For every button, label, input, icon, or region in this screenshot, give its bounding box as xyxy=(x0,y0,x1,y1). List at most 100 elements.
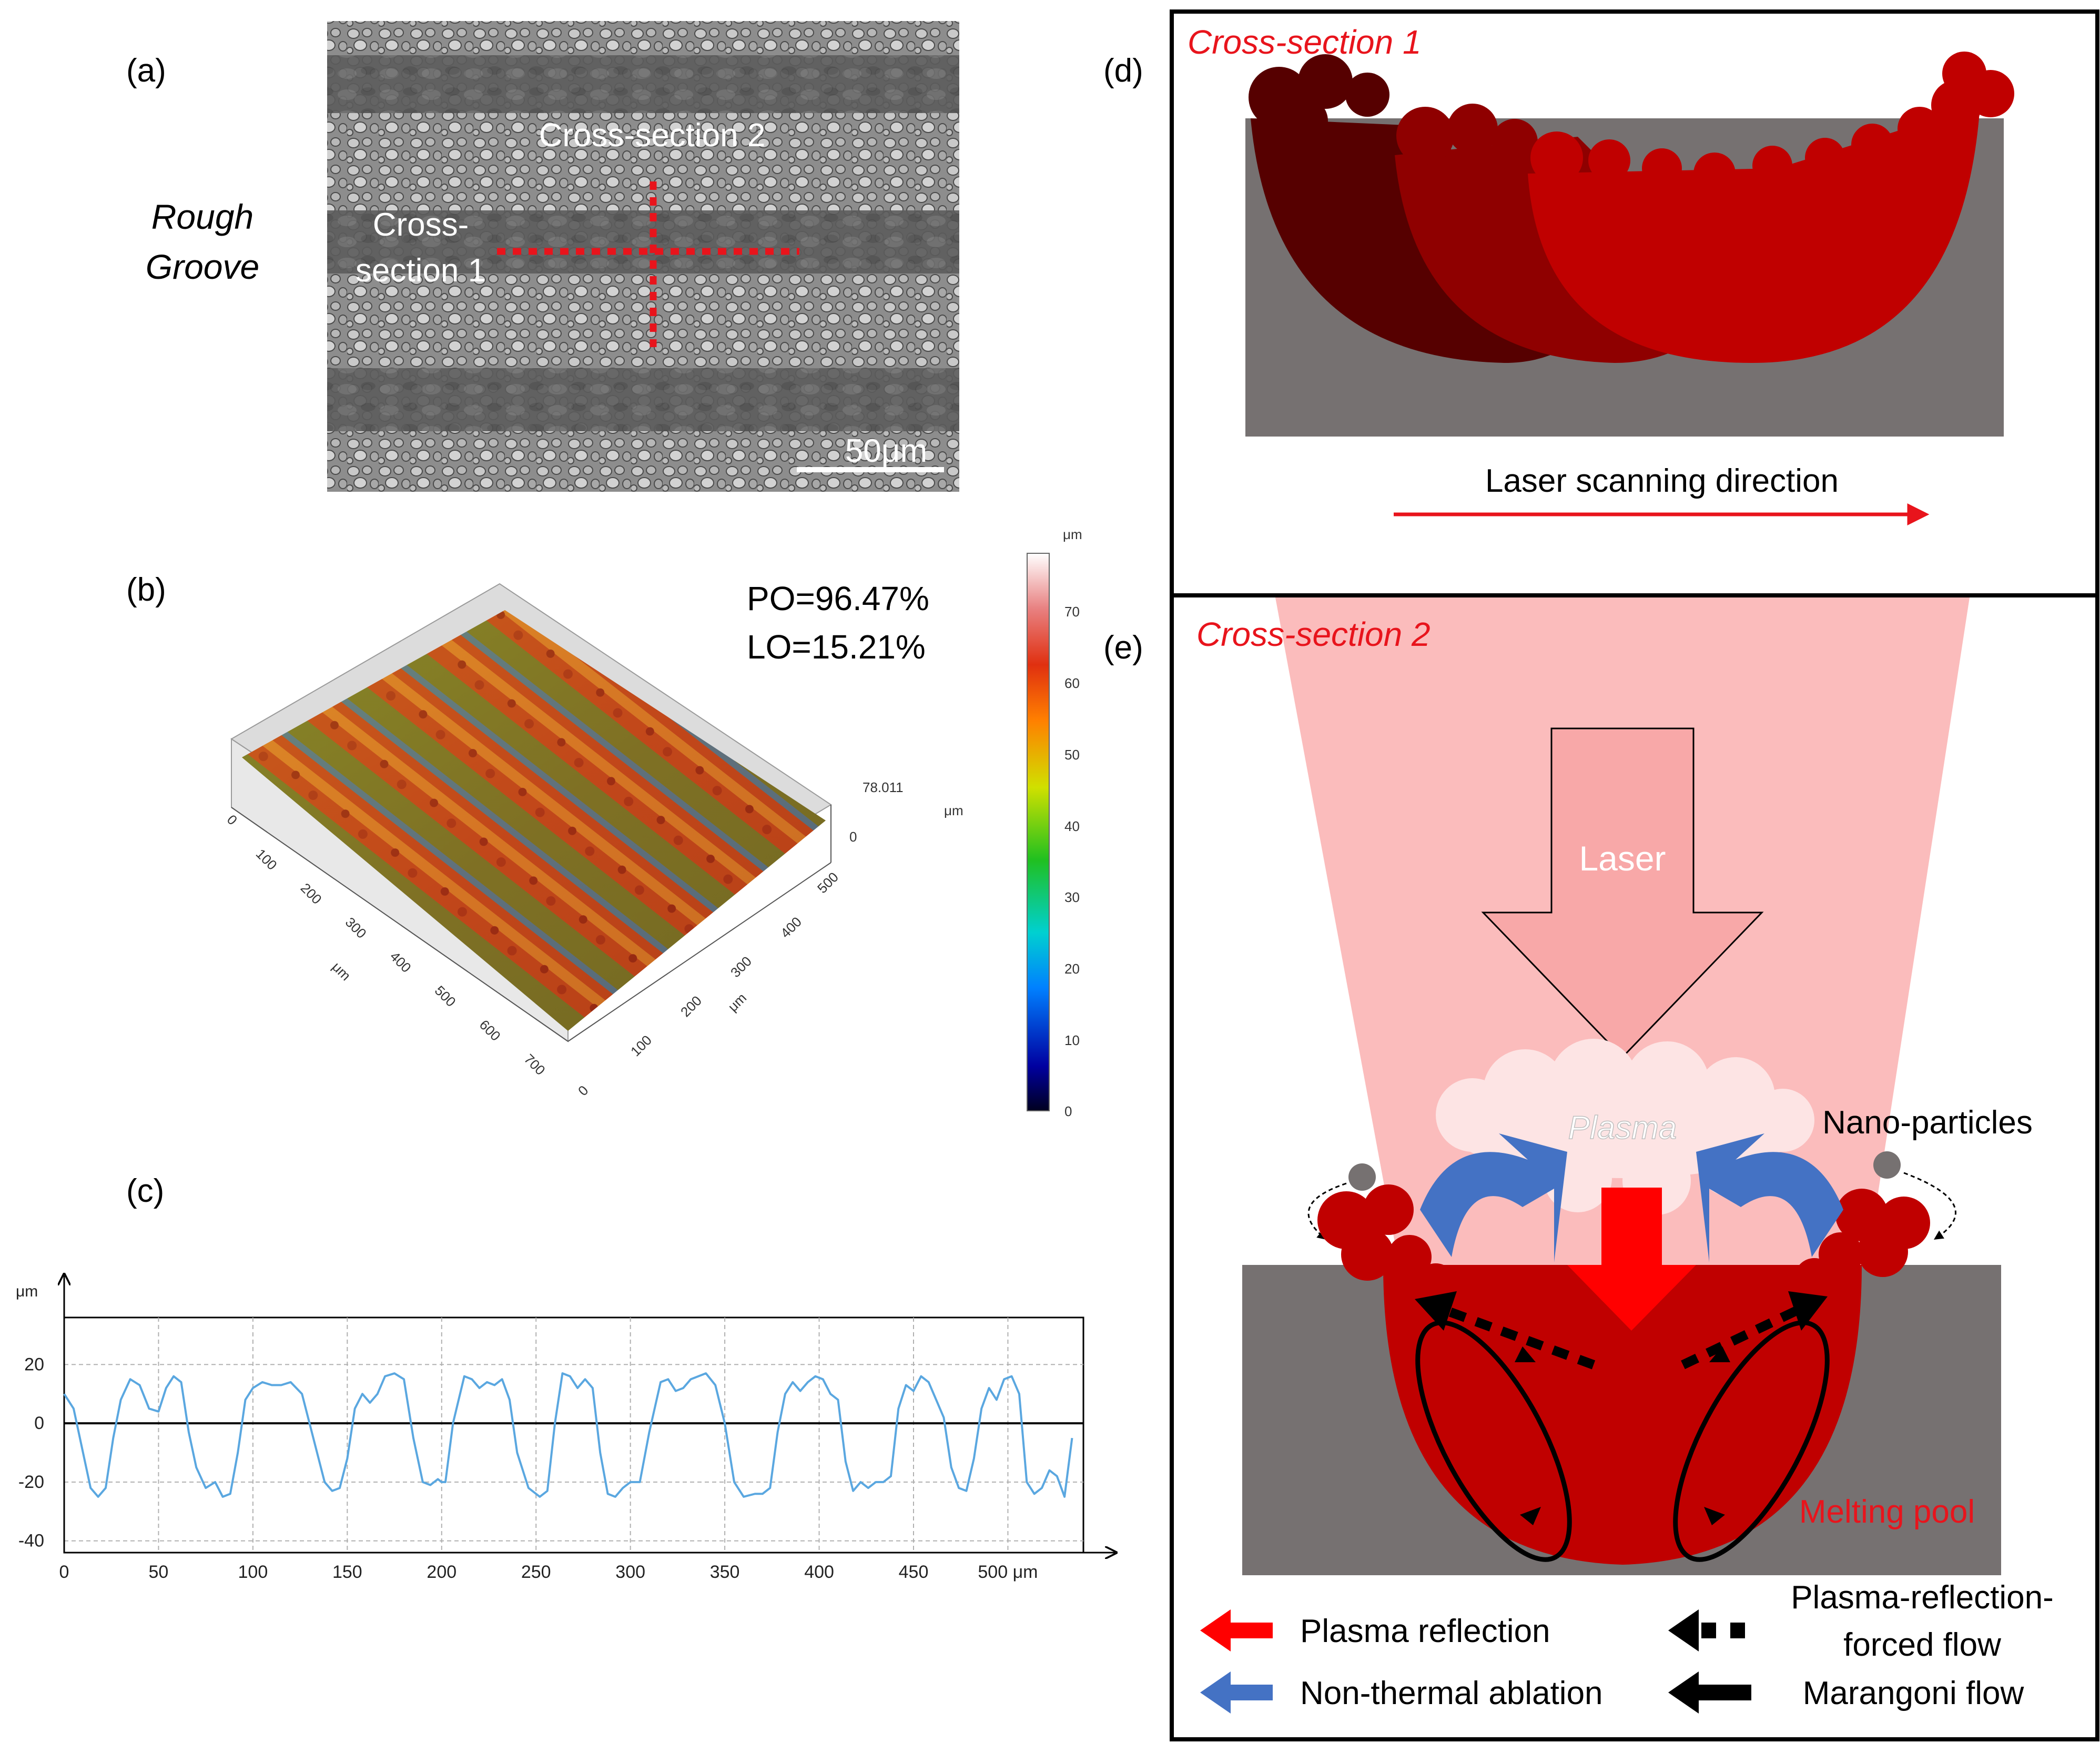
nano-particle-right xyxy=(1873,1151,1901,1179)
legend-plasma-reflection: Plasma reflection xyxy=(1300,1613,1550,1649)
colorbar-tick: 30 xyxy=(1064,889,1080,905)
x-tick: 600 xyxy=(476,1017,504,1044)
colorbar-tick: 70 xyxy=(1064,604,1080,620)
colorbar-tick: 20 xyxy=(1064,961,1080,977)
legend-forced-flow-line2: forced flow xyxy=(1843,1627,2001,1663)
x-tick-label: 150 xyxy=(332,1562,362,1582)
y-tick-label: 0 xyxy=(34,1413,44,1433)
plot-frame xyxy=(63,1316,1084,1554)
y-tick-label: -20 xyxy=(18,1472,44,1492)
legend-non-thermal-icon xyxy=(1200,1671,1273,1714)
plasma-label: Plasma xyxy=(1568,1110,1677,1146)
melting-pool-label: Melting pool xyxy=(1799,1494,1975,1530)
cs2-label: Cross-section 2 xyxy=(539,117,766,154)
x-tick: 400 xyxy=(387,948,414,976)
panel-e: (e) Cross-section 2 Laser Plasma Nano-pa… xyxy=(1103,593,2099,1741)
x-tick: 300 xyxy=(342,914,370,941)
x-tick-label: 500 μm xyxy=(978,1562,1038,1582)
cs1-label-line2: section 1 xyxy=(356,252,486,289)
panel-e-frame xyxy=(1170,593,2099,1741)
x-tick: 700 xyxy=(521,1051,549,1078)
melt-track-3 xyxy=(1528,105,1980,363)
panel-a-label: (a) xyxy=(126,53,166,89)
x-tick-label: 50 xyxy=(149,1562,169,1582)
panel-d: (d) Cross-section 1 L xyxy=(1103,9,2099,597)
panel-b: (b) PO=96.47% LO=15.21% 0 100 200 300 40… xyxy=(126,526,1082,1119)
panel-b-label: (b) xyxy=(126,572,166,608)
y-tick: 0 xyxy=(575,1082,591,1099)
x-tick-label: 400 xyxy=(804,1562,834,1582)
panel-a: (a) Rough Groove Cross-section 2 Cross- … xyxy=(126,21,959,492)
surface-3d-plot xyxy=(230,583,832,1042)
x-tick-label: 300 xyxy=(615,1562,645,1582)
colorbar-tick: 40 xyxy=(1064,818,1080,834)
legend-plasma-reflection-icon xyxy=(1200,1609,1273,1651)
colorbar-tick: 10 xyxy=(1064,1032,1080,1048)
cs1-title: Cross-section 1 xyxy=(1188,23,1422,61)
po-value: PO=96.47% xyxy=(747,580,929,617)
x-tick-label: 450 xyxy=(899,1562,929,1582)
nano-particle-left xyxy=(1348,1163,1376,1191)
z-axis-3d: 78.011 μm 0 xyxy=(830,779,963,863)
y-tick: 500 xyxy=(814,869,841,896)
marangoni-loop-left xyxy=(1415,1320,1572,1562)
y-tick: 300 xyxy=(727,953,755,980)
panel-c: (c) 0 50 100 150 200 250 300 350 400 450 500 μm200… xyxy=(16,1173,1115,1582)
x-tick-label: 200 xyxy=(427,1562,456,1582)
y-axis-unit-label: μm xyxy=(16,1283,38,1300)
colorbar-tick: 60 xyxy=(1064,675,1080,691)
y-tick: 100 xyxy=(627,1032,655,1059)
x-tick-label: 100 xyxy=(238,1562,268,1582)
colorbar-tick: 0 xyxy=(1064,1103,1072,1119)
non-thermal-ablation-arrow-right xyxy=(1696,1133,1843,1262)
y-tick: 400 xyxy=(777,914,805,941)
scale-bar-label: 50μm xyxy=(845,433,927,469)
cs1-label-line1: Cross- xyxy=(373,207,469,243)
rough-groove-title-line2: Groove xyxy=(146,247,259,286)
x-tick: 0 xyxy=(224,812,240,828)
cs2-title: Cross-section 2 xyxy=(1196,615,1431,653)
x-tick-label: 350 xyxy=(710,1562,740,1582)
colorbar-unit: μm xyxy=(1063,526,1082,542)
x-tick-label: 0 xyxy=(59,1562,69,1582)
y-tick: 200 xyxy=(677,992,705,1020)
x-tick: 200 xyxy=(298,880,325,907)
plasma-reflection-arrow xyxy=(1567,1188,1696,1331)
y-tick-label: 20 xyxy=(24,1354,44,1374)
laser-arrow xyxy=(1481,727,1764,1059)
x-tick: 500 xyxy=(432,982,459,1010)
colorbar-tick: 50 xyxy=(1064,747,1080,763)
lo-value: LO=15.21% xyxy=(747,628,926,666)
panel-d-label: (d) xyxy=(1103,53,1143,89)
colorbar: μm 70 60 50 40 30 20 10 0 xyxy=(1027,526,1082,1119)
z-max-label: 78.011 xyxy=(863,779,904,795)
cs1-diagram xyxy=(1245,52,2014,437)
profile-chart: 0 50 100 150 200 250 300 350 400 450 500 μm200-20-… xyxy=(16,1275,1115,1582)
y-axis-unit: μm xyxy=(725,990,749,1015)
nano-path-left xyxy=(1307,1182,1347,1240)
panel-c-label: (c) xyxy=(126,1173,164,1209)
forced-flow-arrow-right xyxy=(1681,1305,1801,1370)
colorbar-gradient xyxy=(1027,553,1050,1111)
z-zero-label: 0 xyxy=(849,829,857,845)
x-tick: 100 xyxy=(253,846,280,873)
legend-forced-flow-icon xyxy=(1668,1609,1699,1651)
profile-series-line xyxy=(63,1372,1073,1498)
legend: Plasma reflection Non-thermal ablation P… xyxy=(1200,1579,2054,1714)
laser-label: Laser xyxy=(1579,839,1666,878)
marangoni-loop-right xyxy=(1673,1320,1830,1562)
x-tick-label: 250 xyxy=(521,1562,551,1582)
legend-non-thermal: Non-thermal ablation xyxy=(1300,1675,1603,1711)
panel-e-label: (e) xyxy=(1103,630,1143,666)
x-axis-unit: μm xyxy=(329,959,354,984)
scan-direction-label: Laser scanning direction xyxy=(1485,463,1839,499)
rough-groove-title-line1: Rough xyxy=(151,197,254,236)
y-tick-label: -40 xyxy=(18,1531,44,1551)
legend-marangoni-icon xyxy=(1668,1671,1751,1714)
legend-marangoni: Marangoni flow xyxy=(1803,1675,2024,1711)
z-unit-label: μm xyxy=(944,803,963,818)
non-thermal-ablation-arrow-left xyxy=(1420,1133,1567,1262)
nano-particles-label: Nano-particles xyxy=(1822,1104,2033,1141)
sem-image: Cross-section 2 Cross- section 1 50μm xyxy=(327,21,959,492)
